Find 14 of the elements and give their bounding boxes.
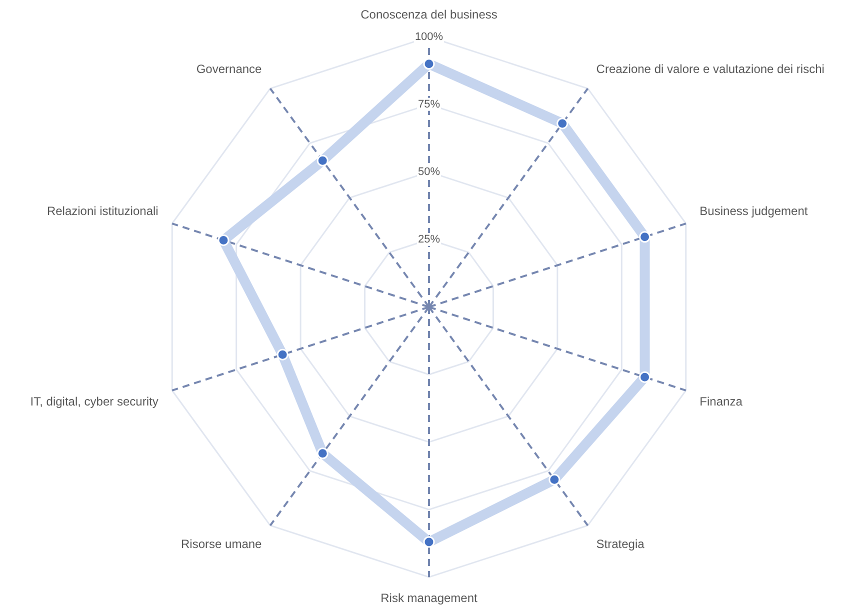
spoke-label: Business judgement — [700, 204, 808, 218]
spoke-label: Governance — [196, 62, 262, 76]
spoke-label: Risorse umane — [181, 536, 262, 551]
y-tick-label: 100% — [414, 30, 444, 43]
y-tick-label: 50% — [418, 166, 440, 178]
spoke-label: Conoscenza del business — [360, 8, 498, 22]
spoke-label: Risk management — [380, 591, 478, 606]
spoke-label: IT, digital, cyber security — [30, 394, 158, 408]
y-tick-label: 25% — [418, 234, 440, 246]
y-tick-label: 75% — [418, 98, 440, 110]
spoke-label: Strategia — [596, 536, 645, 551]
spoke-label: Relazioni istituzionali — [46, 204, 158, 218]
spoke-label: Finanza — [700, 394, 743, 408]
spoke-label: Creazione di valore e valutazione dei rischi — [596, 62, 824, 76]
